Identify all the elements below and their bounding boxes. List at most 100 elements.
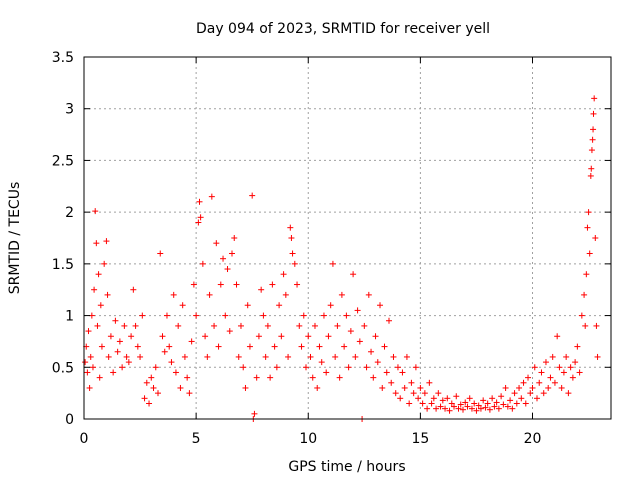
data-point	[399, 369, 406, 376]
data-point	[516, 384, 523, 391]
data-point	[419, 400, 426, 407]
data-point	[513, 400, 520, 407]
data-point	[202, 333, 209, 340]
data-point	[363, 364, 370, 371]
data-point	[213, 240, 220, 247]
data-point	[394, 364, 401, 371]
data-point	[433, 405, 440, 412]
data-point	[166, 343, 173, 350]
data-point	[87, 353, 94, 360]
data-point	[258, 286, 265, 293]
data-point	[365, 291, 372, 298]
data-point	[137, 353, 144, 360]
data-point	[569, 374, 576, 381]
data-point	[170, 291, 177, 298]
x-tick-label: 5	[192, 431, 201, 447]
data-point	[287, 224, 294, 231]
data-point	[379, 384, 386, 391]
data-point	[480, 397, 487, 404]
data-point	[556, 364, 563, 371]
data-point	[278, 333, 285, 340]
data-point	[215, 343, 222, 350]
data-point	[130, 286, 137, 293]
data-point	[181, 353, 188, 360]
data-point	[224, 266, 231, 273]
data-point	[132, 322, 139, 329]
data-point	[190, 281, 197, 288]
x-tick-label: 10	[299, 431, 317, 447]
data-point	[323, 369, 330, 376]
data-point	[318, 359, 325, 366]
data-point	[103, 238, 110, 245]
data-point	[533, 395, 540, 402]
data-point	[421, 390, 428, 397]
data-point	[208, 193, 215, 200]
data-point	[199, 260, 206, 267]
data-point	[280, 271, 287, 278]
data-point	[195, 219, 202, 226]
data-point	[435, 390, 442, 397]
data-point	[98, 343, 105, 350]
data-point	[446, 407, 453, 414]
data-point	[352, 353, 359, 360]
data-point	[96, 374, 103, 381]
data-point	[91, 286, 98, 293]
data-point	[121, 322, 128, 329]
data-point	[282, 291, 289, 298]
data-point	[320, 312, 327, 319]
data-point	[85, 328, 92, 335]
data-point	[260, 312, 267, 319]
data-point	[231, 235, 238, 241]
data-point	[188, 338, 195, 345]
data-point	[504, 403, 511, 410]
data-point	[253, 374, 260, 381]
data-point	[525, 374, 532, 381]
data-point	[578, 312, 585, 319]
data-point	[168, 359, 175, 366]
data-point	[509, 405, 516, 412]
data-point	[220, 255, 227, 262]
data-point	[84, 369, 91, 376]
data-point	[444, 395, 451, 402]
data-point	[141, 395, 148, 402]
data-point	[196, 198, 203, 205]
data-point	[159, 333, 166, 340]
data-point	[455, 405, 462, 412]
data-point	[93, 240, 100, 247]
data-point	[92, 208, 99, 215]
data-point	[235, 353, 242, 360]
data-point	[273, 364, 280, 371]
data-point	[392, 390, 399, 397]
data-point	[475, 402, 482, 409]
data-point	[558, 384, 565, 391]
data-point	[565, 390, 572, 397]
data-point	[300, 312, 307, 319]
data-points	[82, 95, 601, 422]
data-point	[175, 322, 182, 329]
y-axis-label: SRMTID / TECUs	[7, 182, 23, 295]
data-point	[385, 317, 392, 324]
y-tick-label: 1	[65, 309, 74, 325]
data-point	[590, 110, 597, 117]
data-point	[251, 410, 258, 417]
data-point	[442, 405, 449, 412]
data-point	[486, 406, 493, 413]
data-point	[493, 399, 500, 406]
plot-frame	[83, 56, 612, 420]
y-tick-label: 0	[65, 412, 74, 428]
data-point	[589, 136, 596, 143]
data-point	[536, 379, 543, 386]
data-point	[82, 359, 89, 366]
data-point	[412, 364, 419, 371]
data-point	[161, 348, 168, 355]
data-point	[211, 322, 218, 329]
data-point	[538, 369, 545, 376]
data-point	[491, 403, 498, 410]
data-point	[177, 384, 184, 391]
x-axis-label: GPS time / hours	[288, 459, 405, 475]
x-tick-label: 0	[80, 431, 89, 447]
data-point	[123, 353, 130, 360]
data-point	[495, 405, 502, 412]
data-point	[594, 353, 601, 360]
data-point	[347, 328, 354, 335]
